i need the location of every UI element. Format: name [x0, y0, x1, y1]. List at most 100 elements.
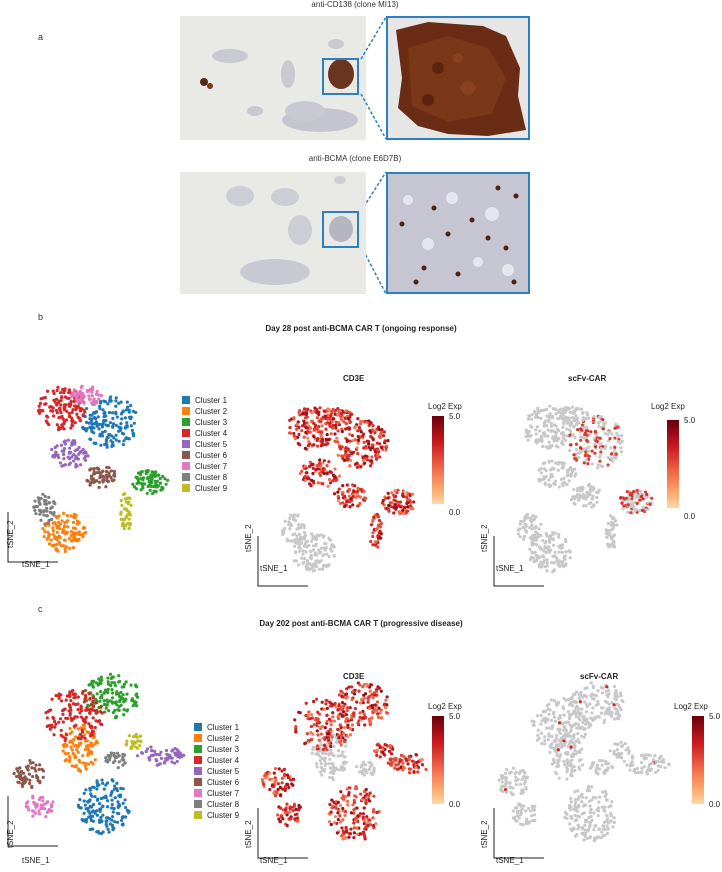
c-cluster-cell-point — [130, 740, 134, 744]
c-scfv-cell-point — [580, 725, 584, 730]
b-scfv-cell-point — [565, 474, 569, 478]
c-cd3e-cell-point — [327, 751, 331, 756]
c-cluster-cell-point — [104, 819, 108, 823]
b-cd3e-cell-point — [379, 532, 383, 536]
b-cd3e-cell-point — [316, 430, 320, 434]
b-scfv-cell-point — [568, 556, 572, 560]
b-cd3e-cell-point — [315, 444, 320, 448]
b-scfv-cell-point — [606, 463, 610, 467]
c-cd3e-cell-point — [414, 765, 418, 769]
b-cluster-cell-point — [125, 405, 130, 409]
b-cluster-cell-point — [70, 533, 74, 538]
b-scfv-cell-point — [599, 442, 603, 446]
b-cluster-cell-point — [112, 469, 116, 473]
c-cd3e-cell-point — [284, 808, 288, 812]
c-scfv-cell-point — [604, 813, 609, 817]
b-scfv-cell-point — [634, 495, 638, 500]
c-cluster-cell-point — [28, 778, 32, 782]
c-scfv-cell-point — [504, 779, 508, 783]
b-cd3e-cell-point — [301, 424, 305, 428]
c-cluster-cell-point — [62, 745, 66, 749]
c-scfv-cell-point — [543, 742, 547, 746]
c-scfv-cell-point — [592, 811, 596, 815]
b-cd3e-cell-point — [309, 539, 314, 543]
c-scfv-cell-point — [580, 734, 584, 738]
b-cd3e-cell-point — [314, 544, 318, 548]
c-cluster-cell-point — [27, 772, 32, 776]
c-cd3e-cell-point — [270, 783, 275, 787]
b-cd3e-cell-point — [372, 515, 376, 519]
b-cluster-cell-point — [66, 438, 70, 442]
c-scfv-cell-point — [504, 787, 508, 792]
c-cd3e-cell-point — [321, 747, 326, 752]
c-cd3e-cell-point — [314, 762, 319, 766]
c-scfv-cell-point — [522, 774, 526, 779]
c-cd3e-cell-point — [385, 711, 389, 715]
c-scfv-cell-point — [642, 755, 646, 759]
b-scfv-cell-point — [521, 519, 526, 523]
c-cluster-cell-point — [110, 696, 115, 700]
bcma-overview-svg — [226, 176, 359, 285]
b-cd3e-cell-point — [303, 556, 307, 561]
c-scfv-cell-point — [651, 758, 656, 762]
b-scfv-cell-point — [525, 516, 530, 520]
c-scfv-cell-point — [614, 752, 618, 757]
c-scfv-cell-point — [597, 827, 601, 832]
b-cd3e-cell-point — [313, 553, 317, 557]
b-cd3e-cell-point — [324, 421, 328, 426]
c-scfv-cell-point — [589, 716, 593, 720]
b-cluster-cell-point — [72, 399, 76, 404]
c-cd3e-cell-point — [378, 744, 382, 748]
b-scfv-cell-point — [561, 436, 566, 440]
b-cluster-cell-point — [58, 391, 63, 395]
b-scfv-cell-point — [616, 439, 620, 444]
b-cd3e-cell-point — [367, 442, 371, 446]
b-cd3e-cell-point — [377, 518, 382, 523]
c-cd3e-cell-point — [290, 782, 294, 786]
b-cluster-cell-point — [72, 453, 76, 457]
c-scfv-cell-point — [612, 816, 616, 820]
b-cd3e-cell-point — [288, 527, 292, 531]
b-cd3e-cell-point — [352, 490, 356, 494]
b-cd3e-cell-point — [298, 413, 302, 417]
c-cluster-cell-point — [175, 759, 179, 764]
c-cluster-cell-point — [43, 807, 47, 811]
b-cluster-cell-point — [138, 481, 143, 485]
c-cluster-cell-point — [88, 711, 92, 715]
b-cd3e-cell-point — [370, 455, 374, 459]
b-cluster-cell-point — [51, 532, 55, 536]
b-cd3e-cell-point — [333, 475, 337, 479]
c-cluster-cell-point — [45, 716, 49, 720]
b-cluster-cell-point — [59, 403, 63, 407]
c-cluster-cell-point — [113, 754, 118, 759]
b-scfv-cell-point — [565, 406, 569, 410]
c-scfv-cell-point — [549, 718, 554, 722]
b-cluster-cell-point — [152, 484, 156, 489]
c-scfv-cell-point — [605, 831, 610, 836]
b-scfv-cell-point — [548, 404, 552, 408]
b-cd3e-cell-point — [297, 546, 301, 550]
b-cd3e-cell-point — [317, 567, 322, 571]
b-cd3e-cell-point — [308, 460, 313, 464]
legend-label: Cluster 9 — [207, 810, 240, 820]
c-cluster-cell-point — [116, 766, 120, 770]
c-cd3e-cell-point — [338, 803, 343, 808]
c-scfv-cell-point — [522, 804, 526, 808]
c-cd3e-cell-point — [322, 707, 326, 711]
c-cd3e-cell-point — [361, 771, 365, 775]
b-cd3e-cell-point — [369, 459, 374, 463]
b-cluster-cell-point — [114, 410, 118, 414]
c-scfv-cell-point — [552, 715, 557, 719]
c-cluster-cell-point — [63, 736, 68, 741]
c-cd3e-cell-point — [420, 763, 425, 767]
c-scfv-cell-point — [556, 761, 560, 765]
c-cd3e-cell-point — [358, 715, 362, 720]
b-cluster-cell-point — [111, 424, 115, 428]
c-legend-item: Cluster 3 — [194, 744, 239, 754]
b-cd3e-cell-point — [386, 496, 390, 500]
c-cluster-cell-point — [90, 805, 94, 809]
b-cluster-cell-point — [45, 509, 49, 513]
c-cluster-cell-point — [74, 735, 78, 739]
c-scfv-cell-point — [532, 723, 536, 727]
b-cd3e-cell-point — [351, 483, 355, 487]
